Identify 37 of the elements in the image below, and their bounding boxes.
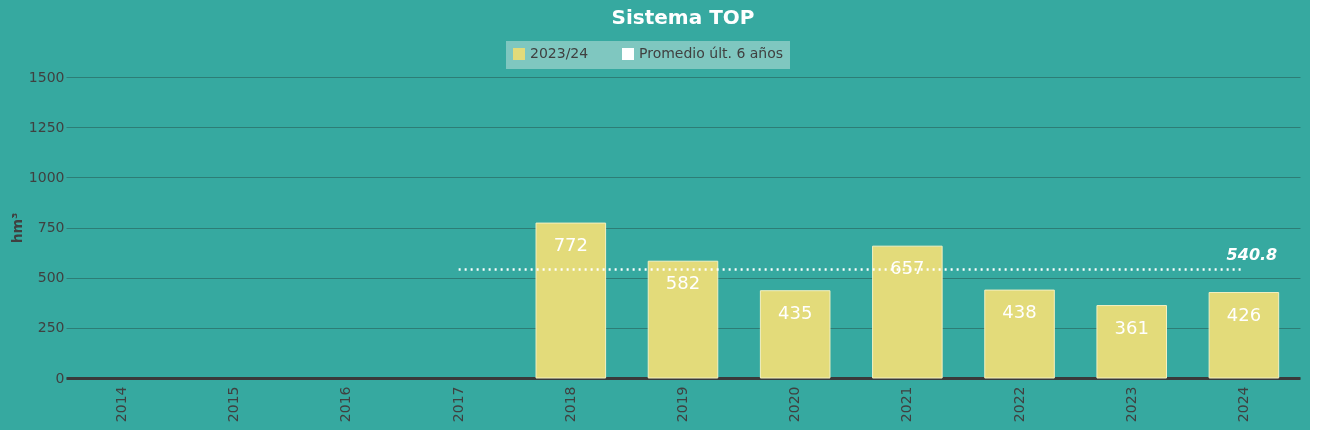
y-tick-label: 250: [37, 319, 65, 336]
chart-title: Sistema TOP: [611, 5, 755, 29]
bar: [535, 222, 607, 379]
legend-label: Promedio últ. 6 años: [639, 45, 784, 61]
bar: [647, 260, 719, 379]
y-axis-title: hm³: [8, 212, 25, 244]
x-tick-label: 2021: [898, 386, 915, 423]
y-tick-label: 1250: [28, 118, 65, 135]
x-tick-label: 2017: [449, 386, 466, 423]
data-label: 435: [778, 301, 813, 323]
bar: [1208, 292, 1280, 379]
x-tick-label: 2020: [786, 386, 803, 423]
x-tick-label: 2023: [1122, 386, 1139, 423]
legend-label: 2023/24: [530, 45, 589, 61]
data-label: 582: [665, 272, 701, 294]
bar: [759, 290, 831, 379]
data-label: 438: [1002, 301, 1037, 323]
annotation: 540.8: [1226, 245, 1278, 265]
data-label: 772: [553, 234, 588, 256]
y-tick-label: 500: [37, 269, 65, 286]
x-tick-label: 2022: [1010, 386, 1027, 423]
bar: [1096, 305, 1167, 379]
bar: [872, 245, 943, 379]
y-tick-label: 0: [55, 369, 65, 386]
bar: [984, 289, 1055, 379]
y-tick-label: 1000: [28, 168, 65, 185]
y-tick-label: 1500: [28, 68, 65, 85]
x-tick-label: 2014: [113, 386, 130, 423]
x-tick-label: 2018: [561, 386, 578, 423]
x-tick-label: 2016: [337, 386, 354, 423]
x-tick-label: 2015: [225, 386, 242, 423]
x-tick-label: 2024: [1234, 386, 1251, 423]
data-label: 657: [890, 257, 925, 279]
data-label: 426: [1226, 303, 1262, 325]
y-tick-label: 750: [37, 219, 65, 235]
data-label: 361: [1114, 316, 1149, 338]
x-tick-label: 2019: [674, 386, 690, 423]
